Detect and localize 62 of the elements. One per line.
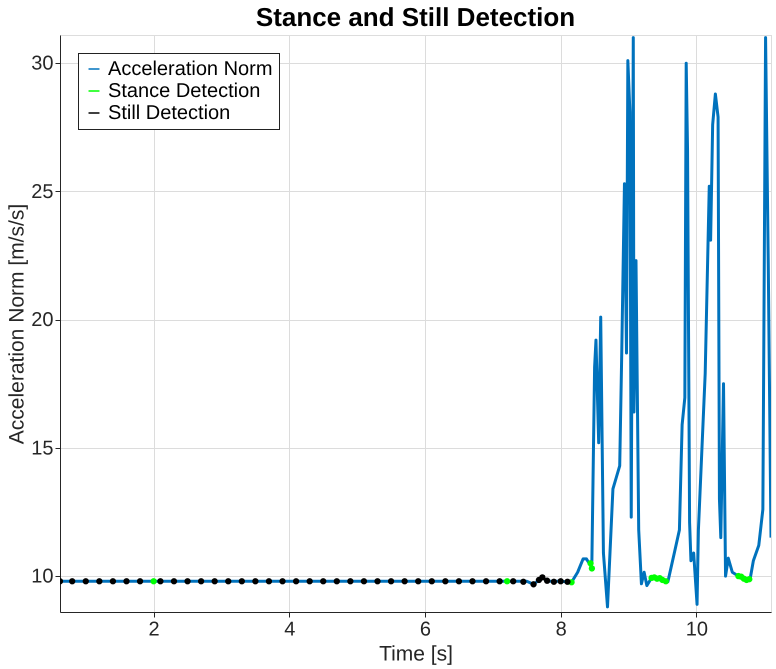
point xyxy=(252,578,259,584)
point xyxy=(157,578,164,584)
point xyxy=(530,581,537,588)
point xyxy=(564,578,571,585)
x-tick-label: 8 xyxy=(556,618,567,640)
x-tick-label: 4 xyxy=(284,618,296,640)
point xyxy=(482,578,490,584)
point xyxy=(662,578,670,584)
point xyxy=(279,578,286,584)
point xyxy=(110,578,116,584)
point xyxy=(428,578,435,584)
point xyxy=(320,578,326,584)
point xyxy=(292,578,300,584)
point xyxy=(136,578,144,584)
x-axis-title: Time [s] xyxy=(379,642,453,666)
point xyxy=(544,578,550,584)
point xyxy=(539,574,546,581)
point xyxy=(558,578,564,584)
point xyxy=(550,578,558,585)
legend-label: Acceleration Norm xyxy=(108,58,273,80)
y-tick-label: 30 xyxy=(31,52,54,75)
y-tick-label: 25 xyxy=(31,180,54,203)
point xyxy=(212,578,218,584)
x-tick-label: 2 xyxy=(148,618,160,640)
point xyxy=(401,578,408,584)
point xyxy=(225,578,232,584)
y-tick-label: 10 xyxy=(31,566,54,588)
point xyxy=(388,578,394,584)
point xyxy=(306,578,313,584)
x-tick-label: 10 xyxy=(686,618,708,640)
point xyxy=(123,578,130,584)
point xyxy=(238,578,245,584)
point xyxy=(587,560,594,566)
point xyxy=(456,578,462,584)
point xyxy=(184,578,191,584)
chart-title: Stance and Still Detection xyxy=(256,2,576,32)
x-tick-label: 6 xyxy=(420,618,432,640)
point xyxy=(360,578,368,584)
point xyxy=(347,578,354,584)
point xyxy=(69,578,76,584)
point xyxy=(374,578,381,584)
point xyxy=(520,578,527,585)
point xyxy=(96,578,103,584)
point xyxy=(588,565,596,572)
point xyxy=(442,578,449,584)
point xyxy=(469,578,476,584)
point xyxy=(496,578,503,584)
point xyxy=(334,578,340,584)
point xyxy=(266,578,272,584)
point xyxy=(415,578,422,584)
point xyxy=(150,578,157,584)
point xyxy=(510,578,516,584)
legend-label: Stance Detection xyxy=(108,80,260,102)
y-axis-title: Acceleration Norm [m/s/s] xyxy=(5,204,28,444)
point xyxy=(198,578,204,584)
point xyxy=(170,578,178,584)
point xyxy=(504,578,510,584)
legend-label: Still Detection xyxy=(108,102,230,124)
line-series xyxy=(60,36,771,608)
y-tick-label: 15 xyxy=(31,437,54,460)
y-tick-label: 20 xyxy=(31,309,54,332)
point xyxy=(82,578,89,584)
